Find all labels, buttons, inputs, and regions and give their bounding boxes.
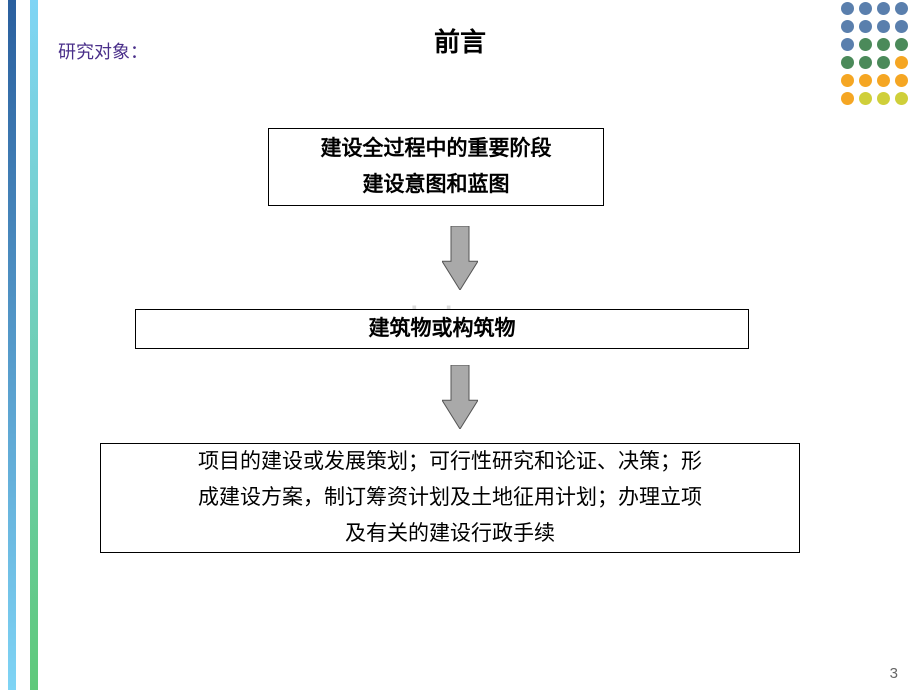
sidebar-decoration bbox=[0, 0, 42, 690]
flowchart-box-box1: 建设全过程中的重要阶段建设意图和蓝图 bbox=[268, 128, 604, 206]
decoration-dot bbox=[877, 74, 890, 87]
dots-row bbox=[841, 74, 908, 87]
subtitle-label: 研究对象： bbox=[58, 38, 148, 64]
box-text-line: 及有关的建设行政手续 bbox=[345, 516, 555, 552]
box-text-line: 建设全过程中的重要阶段 bbox=[321, 131, 552, 167]
box-text-line: 建筑物或构筑物 bbox=[369, 311, 516, 347]
sidebar-gradient-bar-1 bbox=[8, 0, 16, 690]
decoration-dot bbox=[877, 92, 890, 105]
box-text-line: 项目的建设或发展策划；可行性研究和论证、决策；形 bbox=[198, 444, 702, 480]
decoration-dot bbox=[841, 2, 854, 15]
dots-row bbox=[841, 2, 908, 15]
decoration-dot bbox=[877, 2, 890, 15]
decoration-dot bbox=[895, 2, 908, 15]
decoration-dot bbox=[895, 92, 908, 105]
flowchart-box-box3: 项目的建设或发展策划；可行性研究和论证、决策；形成建设方案，制订筹资计划及土地征… bbox=[100, 443, 800, 553]
flowchart-arrow-down-icon bbox=[442, 226, 478, 290]
sidebar-gradient-bar-2 bbox=[30, 0, 38, 690]
decoration-dot bbox=[859, 74, 872, 87]
dots-row bbox=[841, 92, 908, 105]
box-text-line: 成建设方案，制订筹资计划及土地征用计划；办理立项 bbox=[198, 480, 702, 516]
decoration-dot bbox=[859, 92, 872, 105]
decoration-dot bbox=[841, 74, 854, 87]
decoration-dot bbox=[859, 2, 872, 15]
flowchart-arrow-down-icon bbox=[442, 365, 478, 429]
box-text-line: 建设意图和蓝图 bbox=[363, 167, 510, 203]
decoration-dot bbox=[895, 74, 908, 87]
decoration-dot bbox=[841, 92, 854, 105]
flowchart-box-box2: 建筑物或构筑物 bbox=[135, 309, 749, 349]
page-number: 3 bbox=[890, 665, 898, 682]
